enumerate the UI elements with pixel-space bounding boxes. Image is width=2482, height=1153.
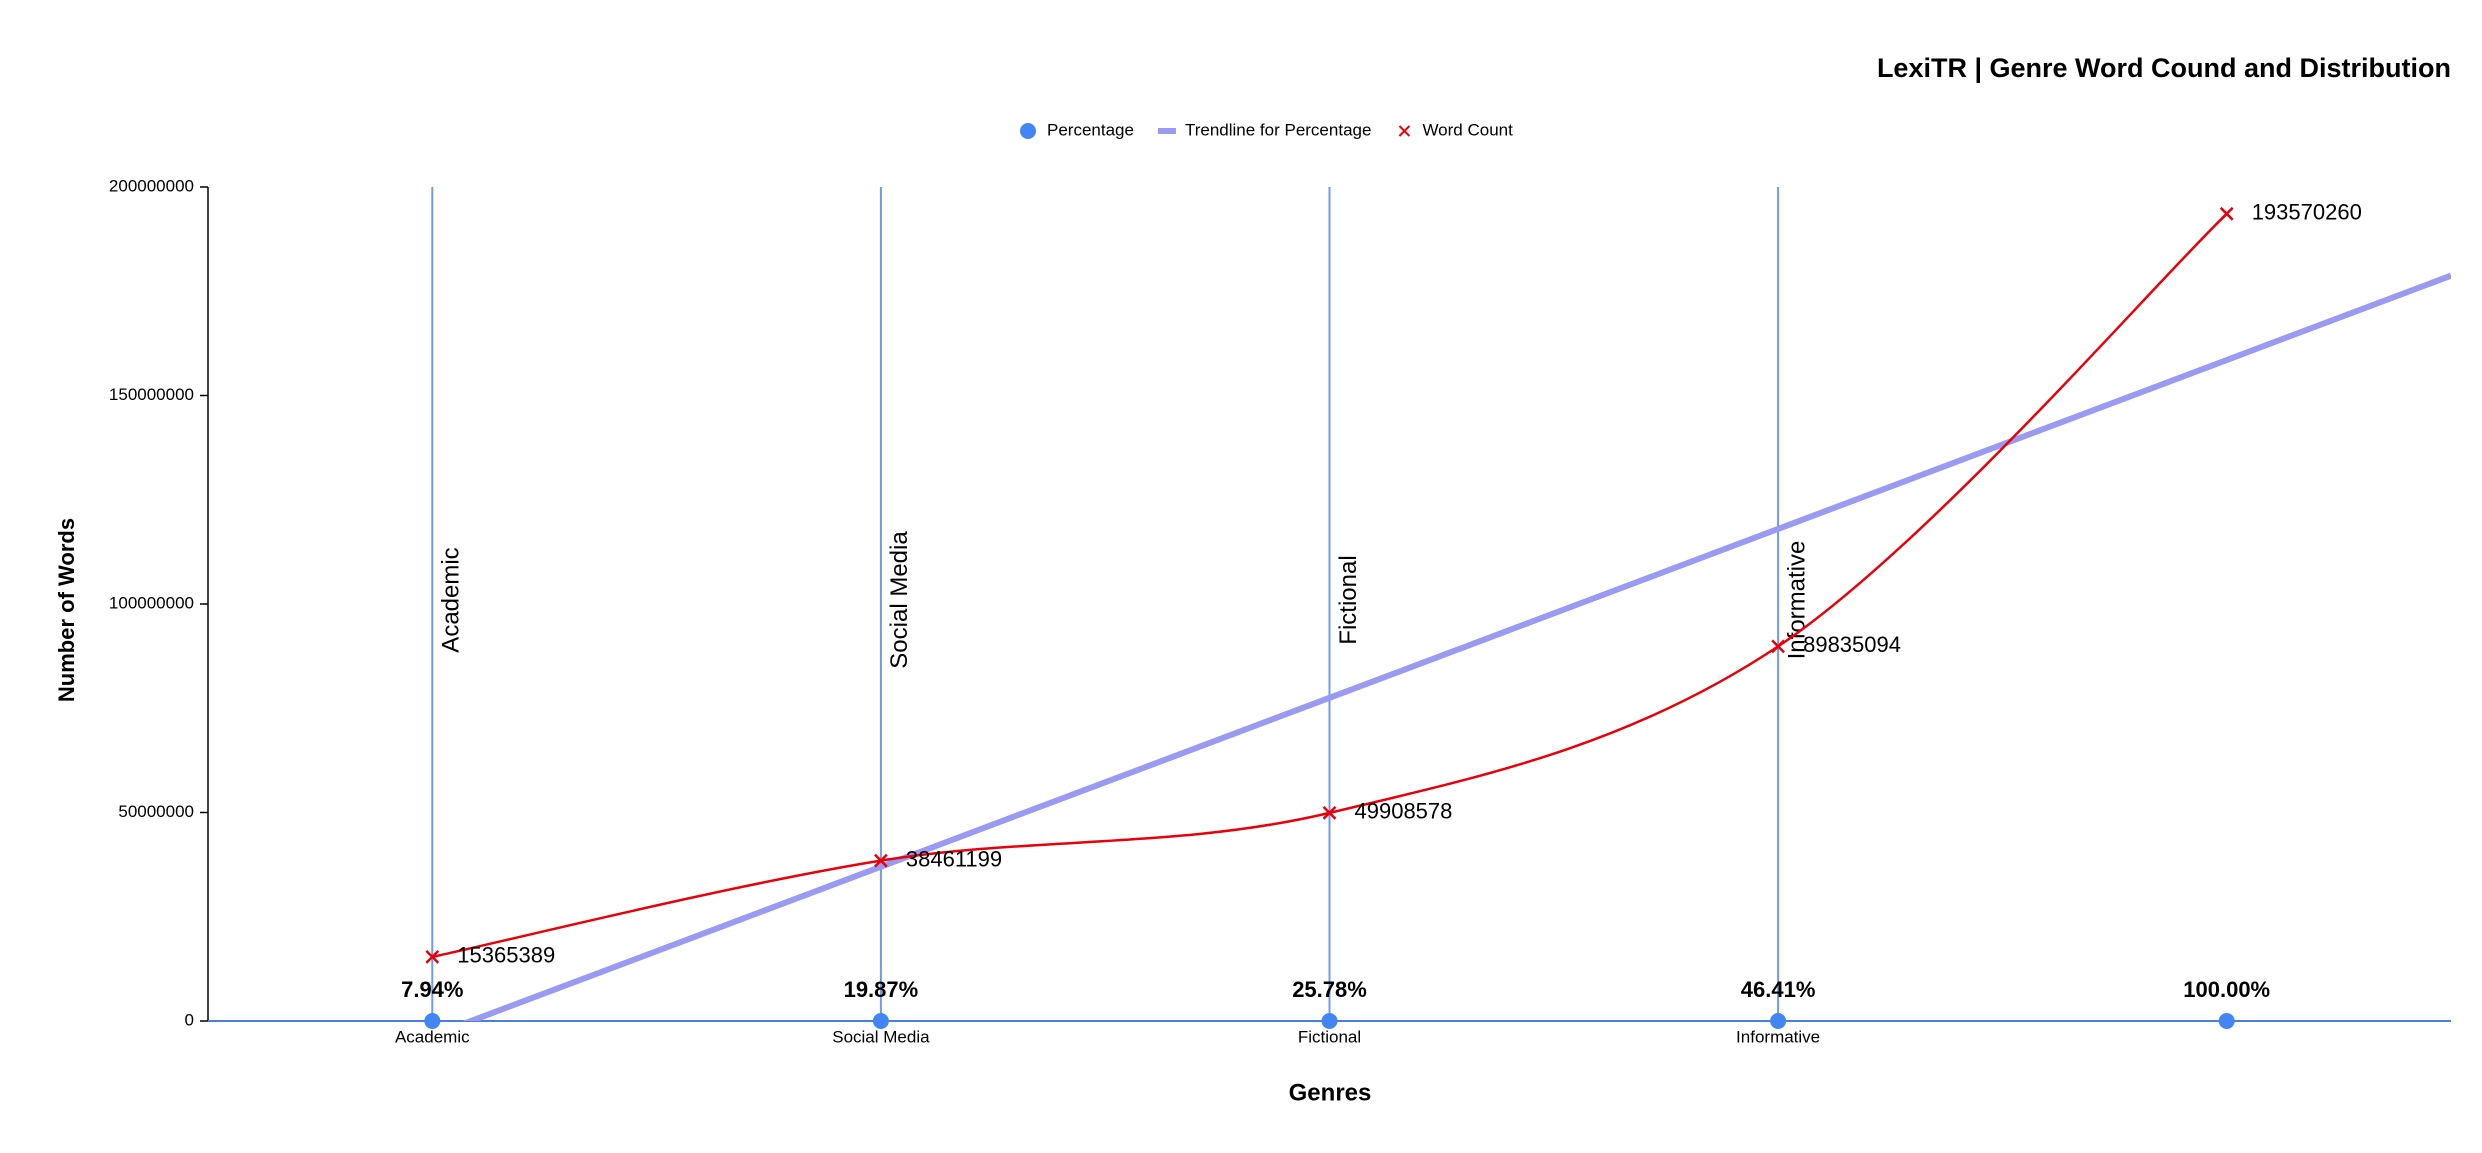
data-label: 89835094 xyxy=(1803,632,1901,657)
y-tick-label: 100000000 xyxy=(109,593,194,612)
data-label: 49908578 xyxy=(1355,799,1453,824)
x-tick-label: Informative xyxy=(1736,1027,1820,1046)
percentage-point xyxy=(1321,1012,1338,1029)
x-tick-label: Academic xyxy=(395,1027,470,1046)
x-tick-label: Social Media xyxy=(832,1027,930,1046)
word-count-point xyxy=(2219,206,2234,221)
x-tick-label: Fictional xyxy=(1298,1027,1361,1046)
data-label: 193570260 xyxy=(2252,200,2362,225)
percentage-point xyxy=(2218,1012,2235,1029)
word-count-point xyxy=(874,853,888,868)
percentage-point xyxy=(872,1012,889,1029)
trendline xyxy=(462,272,2451,1021)
legend-label: Percentage xyxy=(1047,120,1134,139)
legend-label: Word Count xyxy=(1422,120,1513,139)
percentage-point xyxy=(424,1012,441,1029)
word-count-point xyxy=(425,950,440,964)
word-count-point xyxy=(1771,639,1785,654)
y-tick-label: 150000000 xyxy=(109,385,194,404)
legend-swatch xyxy=(1398,125,1411,137)
word-count-line xyxy=(432,212,2228,959)
x-axis-title: Genres xyxy=(1289,1079,1372,1106)
chart-title: LexiTR | Genre Word Cound and Distributi… xyxy=(1877,53,2451,83)
percentage-point xyxy=(1770,1012,1787,1029)
y-tick-label: 0 xyxy=(185,1010,194,1029)
data-label: 15365389 xyxy=(457,943,555,968)
data-label: 7.94% xyxy=(401,977,463,1002)
category-annotation: Fictional xyxy=(1335,555,1362,644)
data-label: 25.78% xyxy=(1292,977,1367,1002)
data-label: 38461199 xyxy=(906,846,1002,871)
data-label: 19.87% xyxy=(844,977,919,1002)
legend-label: Trendline for Percentage xyxy=(1185,120,1371,139)
y-tick-label: 200000000 xyxy=(109,176,194,195)
word-count-point xyxy=(1322,805,1337,820)
category-annotation: Academic xyxy=(438,547,465,652)
legend: Percentage Trendline for Percentage Word C… xyxy=(1020,120,1513,139)
data-label: 46.41% xyxy=(1741,977,1816,1002)
category-annotation: Social Media xyxy=(886,531,913,669)
y-axis-title: Number of Words xyxy=(54,518,79,702)
data-label: 100.00% xyxy=(2183,977,2270,1002)
legend-swatch xyxy=(1020,123,1036,139)
y-tick-label: 50000000 xyxy=(118,802,194,821)
